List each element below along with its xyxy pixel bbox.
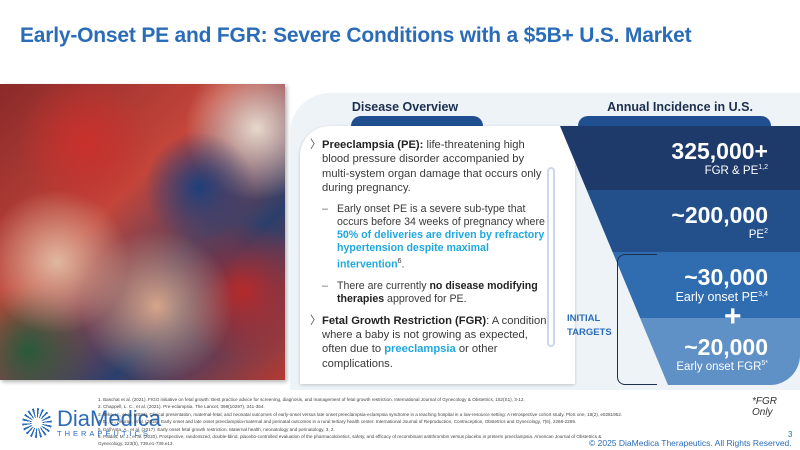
sub-bullet-early-onset: Early onset PE is a severe sub-type that…	[322, 203, 547, 272]
initial-targets-bracket	[617, 254, 657, 385]
fgr-term: Fetal Growth Restriction (FGR)	[322, 314, 487, 327]
pe-text: life-threatening high blood pressure dis…	[322, 139, 542, 194]
company-logo: DiaMedica THERAPEUTICS	[22, 407, 161, 438]
disease-overview-header: Disease Overview	[351, 100, 459, 114]
incidence-tab-accent	[578, 116, 771, 126]
overview-tab-accent	[351, 116, 483, 126]
page-title: Early-Onset PE and FGR: Severe Condition…	[20, 24, 692, 47]
annual-incidence-header: Annual Incidence in U.S.	[607, 100, 753, 114]
chevron-right-icon: 〉	[310, 314, 322, 327]
initial-targets-label: INITIAL TARGETS	[567, 313, 612, 338]
page-number: 3	[788, 430, 793, 439]
overview-content: 〉 Preeclampsia (PE): life-threatening hig…	[310, 138, 547, 379]
fgr-only-note: *FGR Only	[752, 396, 777, 418]
logo-mark-icon	[22, 408, 52, 438]
pe-term: Preeclampsia (PE):	[322, 139, 424, 151]
sub-bullet-no-therapies: There are currently no disease modifying…	[322, 280, 547, 306]
plus-icon: +	[724, 300, 742, 333]
copyright: © 2025 DiaMedica Therapeutics. All Right…	[589, 438, 792, 448]
references: 1. Baschat et al. (2021). FIGO initiativ…	[98, 397, 623, 447]
scrollbar[interactable]	[547, 167, 555, 347]
pregnant-woman-photo	[0, 84, 285, 380]
band-fgr-pe: 325,000+ FGR & PE1,2	[560, 126, 800, 190]
chevron-right-icon: 〉	[310, 139, 322, 151]
